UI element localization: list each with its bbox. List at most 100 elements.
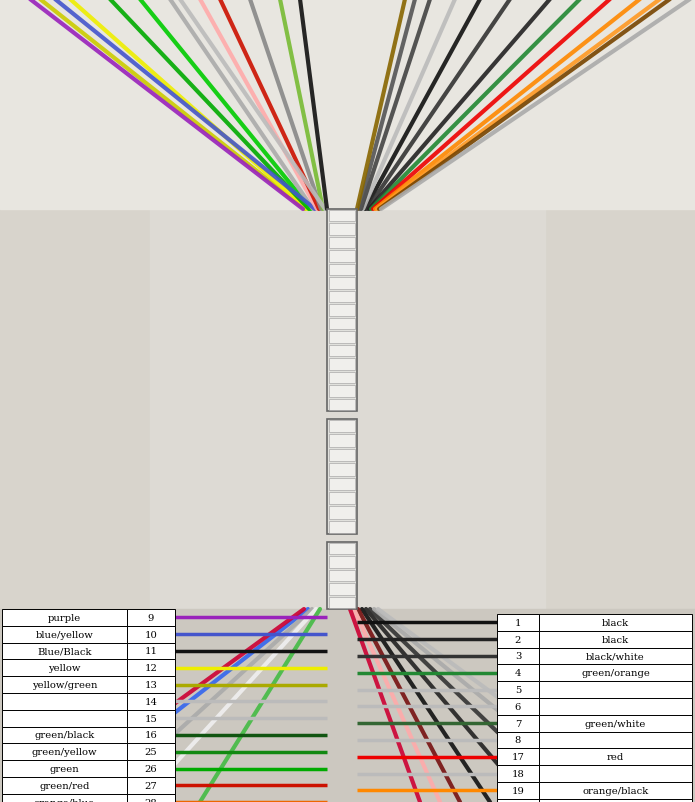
Text: 5: 5 [515, 685, 521, 695]
Text: 25: 25 [145, 747, 157, 756]
Bar [497, 665, 539, 682]
Bar [539, 731, 692, 748]
Bar [539, 782, 692, 799]
Bar [539, 748, 692, 765]
Text: 18: 18 [512, 769, 525, 778]
Bar [127, 642, 175, 659]
Bar [539, 715, 692, 731]
Text: 3: 3 [515, 652, 521, 661]
Bar [497, 631, 539, 648]
Text: 13: 13 [145, 680, 158, 689]
Bar [329, 305, 355, 316]
Bar [329, 543, 355, 555]
Text: Blue/Black: Blue/Black [38, 646, 92, 656]
Text: green/white: green/white [584, 719, 646, 727]
Bar [329, 399, 355, 411]
Text: 16: 16 [145, 731, 157, 739]
Bar [329, 597, 355, 608]
Text: green/black: green/black [34, 731, 95, 739]
Bar [127, 676, 175, 693]
Text: green/red: green/red [40, 781, 90, 790]
Bar [329, 345, 355, 357]
Bar [539, 765, 692, 782]
Bar [329, 318, 355, 330]
Bar [539, 799, 692, 802]
Bar [2, 743, 127, 760]
Bar [327, 210, 357, 411]
Text: 6: 6 [515, 702, 521, 711]
Bar [329, 265, 355, 276]
Text: 2: 2 [515, 635, 521, 644]
Text: purple: purple [48, 614, 81, 622]
Text: 11: 11 [145, 646, 158, 656]
Bar [497, 731, 539, 748]
Bar [329, 420, 355, 433]
Text: yellow/green: yellow/green [32, 680, 97, 689]
Text: green: green [49, 764, 79, 773]
Bar [127, 777, 175, 794]
Bar [127, 727, 175, 743]
Text: 7: 7 [515, 719, 521, 727]
Bar [2, 794, 127, 802]
Bar [329, 278, 355, 290]
Bar [329, 225, 355, 236]
Bar [2, 710, 127, 727]
Bar [2, 760, 127, 777]
Bar [127, 710, 175, 727]
Bar [127, 794, 175, 802]
Text: blue/yellow: blue/yellow [35, 630, 93, 639]
Bar [2, 693, 127, 710]
Bar [127, 659, 175, 676]
Bar [497, 698, 539, 715]
Text: 27: 27 [145, 781, 157, 790]
Bar [539, 698, 692, 715]
Text: yellow: yellow [49, 663, 81, 672]
Text: 1: 1 [515, 618, 521, 627]
Bar [329, 584, 355, 595]
Text: 17: 17 [512, 752, 525, 761]
Bar [329, 237, 355, 249]
Bar [127, 626, 175, 642]
Bar [329, 464, 355, 476]
Text: 4: 4 [515, 668, 521, 678]
Text: 19: 19 [512, 786, 525, 795]
Bar [329, 570, 355, 581]
Bar [497, 748, 539, 765]
Bar [0, 610, 695, 802]
Bar [329, 492, 355, 504]
Bar [497, 715, 539, 731]
Bar [329, 557, 355, 568]
Bar [539, 648, 692, 665]
Bar [150, 0, 545, 802]
Bar [127, 693, 175, 710]
Bar [329, 478, 355, 490]
Bar [327, 419, 357, 534]
Bar [539, 682, 692, 698]
Text: 12: 12 [145, 663, 158, 672]
Text: black/white: black/white [586, 652, 645, 661]
Bar [329, 291, 355, 303]
Bar [2, 659, 127, 676]
Bar [2, 642, 127, 659]
Bar [2, 777, 127, 794]
Bar [2, 610, 127, 626]
Bar [329, 386, 355, 397]
Bar [329, 507, 355, 519]
Text: black: black [602, 635, 629, 644]
Text: orange/blue: orange/blue [34, 798, 95, 802]
Bar [539, 614, 692, 631]
Text: red: red [607, 752, 624, 761]
Bar [539, 665, 692, 682]
Bar [127, 760, 175, 777]
Bar [127, 743, 175, 760]
Bar [2, 727, 127, 743]
Text: green/yellow: green/yellow [32, 747, 97, 756]
Text: 9: 9 [148, 614, 154, 622]
Text: black: black [602, 618, 629, 627]
Bar [497, 682, 539, 698]
Text: green/orange: green/orange [581, 668, 650, 678]
Bar [327, 542, 357, 610]
Text: 8: 8 [515, 735, 521, 744]
Bar [329, 435, 355, 448]
Text: orange/black: orange/black [582, 786, 648, 795]
